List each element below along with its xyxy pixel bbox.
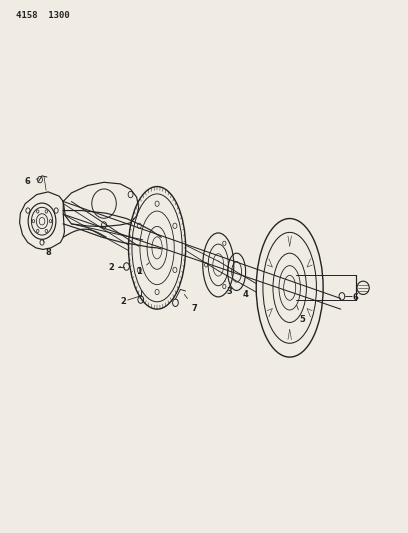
Text: 2: 2 <box>108 263 121 272</box>
Text: 7: 7 <box>184 294 197 312</box>
Text: 3: 3 <box>225 281 232 296</box>
Text: 8: 8 <box>43 240 51 256</box>
Text: 5: 5 <box>297 305 305 324</box>
Text: 6: 6 <box>25 177 38 185</box>
Text: 2: 2 <box>121 297 126 305</box>
Text: 1: 1 <box>136 263 149 276</box>
Text: 4158  1300: 4158 1300 <box>16 11 70 20</box>
Text: 6: 6 <box>351 293 358 302</box>
Text: 4: 4 <box>241 284 248 298</box>
